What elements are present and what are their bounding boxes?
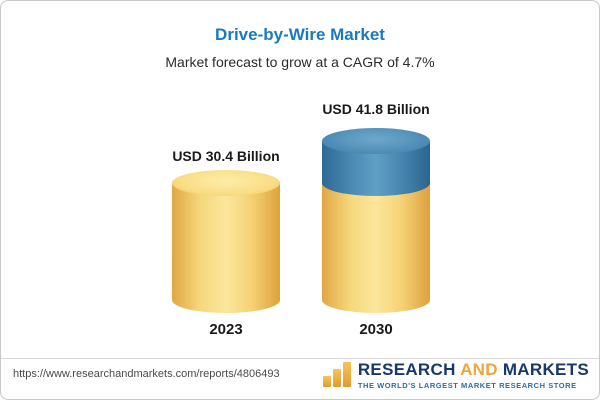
bar-2030-blue-segment <box>322 128 430 196</box>
report-url-link[interactable]: https://www.researchandmarkets.com/repor… <box>13 368 280 380</box>
bar-2030-yellow-segment <box>322 183 430 313</box>
research-and-markets-logo: RESEARCH AND MARKETS THE WORLD'S LARGEST… <box>322 361 589 390</box>
logo-wordmark: RESEARCH AND MARKETS <box>358 361 589 379</box>
chart-title: Drive-by-Wire Market <box>215 25 385 44</box>
category-label-2030: 2030 <box>359 321 393 338</box>
value-label-2030: USD 41.8 Billion <box>322 101 430 117</box>
bar-2023-top-ellipse <box>172 170 280 196</box>
footer-divider <box>1 358 599 359</box>
logo-bars-icon <box>322 361 351 389</box>
bar-2030-top-ellipse <box>322 128 430 154</box>
bar-cylinder-2023 <box>172 170 280 313</box>
bar-cylinder-2030 <box>322 128 430 313</box>
logo-bar-large <box>342 362 351 388</box>
value-label-2023: USD 30.4 Billion <box>172 148 280 164</box>
logo-text: RESEARCH AND MARKETS THE WORLD'S LARGEST… <box>358 361 589 390</box>
logo-bar-small <box>322 376 331 388</box>
logo-tagline: THE WORLD'S LARGEST MARKET RESEARCH STOR… <box>357 380 577 390</box>
logo-word-and: AND <box>460 360 498 379</box>
category-label-2023: 2023 <box>209 321 243 338</box>
chart-subtitle: Market forecast to grow at a CAGR of 4.7… <box>165 54 435 70</box>
logo-word-markets: MARKETS <box>502 360 589 379</box>
logo-bar-medium <box>332 369 341 388</box>
bar-2023-yellow-segment <box>172 170 280 313</box>
logo-word-research: RESEARCH <box>357 360 456 379</box>
